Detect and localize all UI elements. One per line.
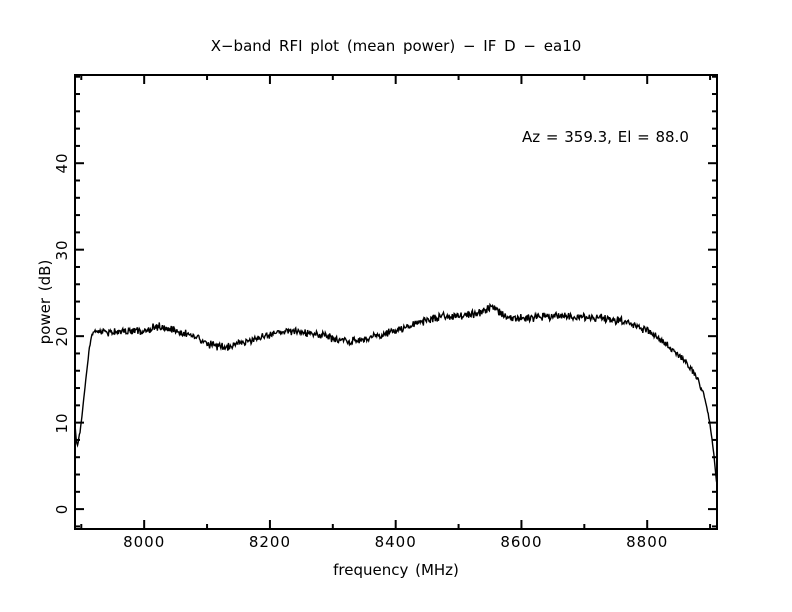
- x-tick-label: 8400: [374, 533, 417, 551]
- y-tick-label: 30: [53, 239, 71, 261]
- y-tick-label: 10: [53, 412, 71, 434]
- x-tick-label: 8800: [626, 533, 669, 551]
- x-tick-label: 8600: [500, 533, 543, 551]
- y-tick-label: 0: [53, 503, 71, 515]
- x-tick-label: 8000: [123, 533, 166, 551]
- y-tick-label: 40: [53, 152, 71, 174]
- y-ticks: [75, 75, 717, 528]
- x-ticks: [80, 75, 712, 529]
- y-tick-label: 20: [53, 325, 71, 347]
- power-spectrum-trace: [74, 302, 718, 485]
- plot-title: X−band RFI plot (mean power) − IF D − ea…: [210, 37, 582, 55]
- x-axis-label: frequency (MHz): [333, 561, 459, 579]
- x-tick-label: 8200: [248, 533, 292, 551]
- y-axis-label: power (dB): [36, 259, 54, 345]
- az-el-annotation: Az = 359.3, El = 88.0: [522, 128, 689, 146]
